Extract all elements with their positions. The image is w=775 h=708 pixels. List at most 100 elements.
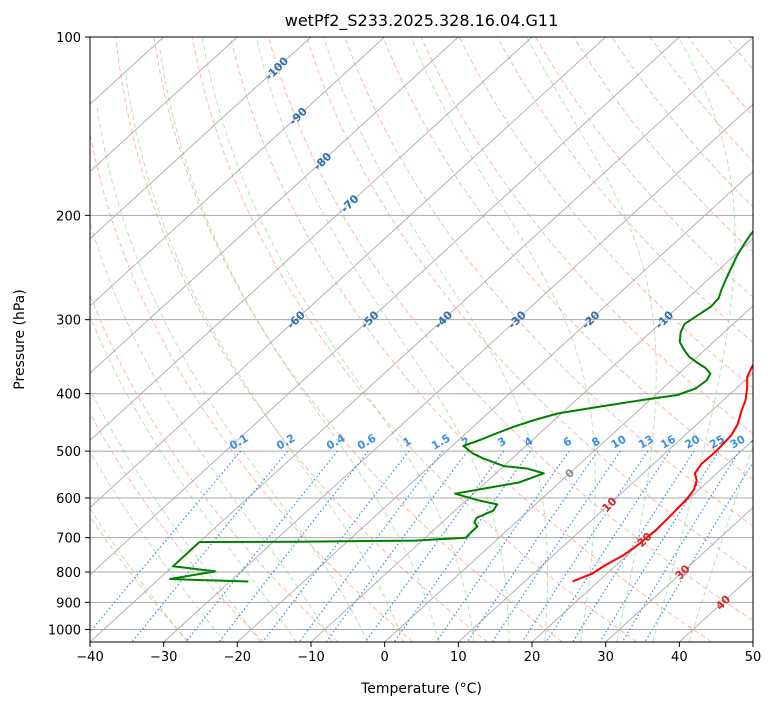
isotherm-line: [90, 37, 533, 442]
y-tick-label: 300: [56, 314, 81, 329]
mixing-ratio-line: [599, 450, 720, 642]
mixing-ratio-line: [298, 450, 444, 642]
dry-adiabat: [191, 37, 638, 642]
mixing-ratio-line: [262, 450, 410, 642]
moist-adiabat: [526, 37, 657, 642]
x-tick-label: 50: [745, 650, 762, 665]
x-tick-label: 0: [381, 650, 389, 665]
dewpoint-profile-line: [169, 229, 753, 583]
dry-adiabat: [420, 37, 753, 435]
mixing-ratio-line: [90, 450, 242, 633]
mixing-ratio-line: [364, 450, 505, 642]
plot-area: 0.1 0.2 0.4 0.6 1 1.5 2 3 4 6 8 10 13 16 20 25 30 36-100-…: [90, 37, 775, 642]
y-tick-label: 100: [56, 31, 81, 46]
y-axis-label: Pressure (hPa): [12, 289, 28, 389]
mixing-ratio-line: [466, 450, 599, 642]
dry-adiabat: [90, 515, 190, 642]
x-tick-label: 40: [671, 650, 688, 665]
x-tick-label: −20: [224, 650, 251, 665]
mixing-ratio-line: [521, 450, 649, 642]
temperature-profile-line: [572, 363, 753, 583]
isotherm-line: [90, 37, 607, 509]
x-tick-label: −10: [297, 650, 324, 665]
y-tick-label: 600: [56, 492, 81, 507]
moist-adiabat: [410, 37, 596, 642]
mixing-ratio-label: 0.2: [274, 432, 297, 453]
isotherm-line: [90, 37, 459, 374]
mixing-ratio-line: [393, 450, 531, 642]
isotherm-line: [752, 641, 753, 642]
y-tick-label: 700: [56, 532, 81, 547]
dry-adiabat: [573, 37, 753, 253]
dry-adiabat: [496, 37, 753, 344]
dry-adiabat: [344, 37, 753, 527]
dry-adiabat: [687, 37, 753, 117]
mixing-ratio-line: [218, 450, 369, 642]
y-tick-label: 200: [56, 209, 81, 224]
mixing-ratio-label: 36: [748, 432, 768, 451]
dry-adiabat: [726, 37, 753, 71]
y-tick-label: 1000: [48, 623, 81, 638]
moist-adiabat: [90, 220, 333, 642]
moist-adiabat: [201, 37, 475, 642]
isotherm-line: [384, 305, 753, 642]
dry-adiabat: [90, 131, 414, 642]
mixing-ratio-line: [435, 450, 570, 642]
mixing-ratio-label: 8: [589, 435, 602, 450]
mixing-ratio-label: 1.5: [429, 432, 452, 453]
dry-adiabat: [306, 37, 753, 574]
dry-adiabat: [229, 37, 712, 642]
dry-adiabat: [765, 37, 775, 642]
dry-adiabat: [90, 412, 264, 642]
dry-adiabat: [153, 37, 563, 642]
dry-adiabat: [115, 37, 488, 642]
isotherm-line: [163, 103, 753, 642]
y-tick-label: 500: [56, 445, 81, 460]
moist-adiabat: [90, 507, 188, 642]
isotherm-line: [90, 37, 238, 173]
moist-adiabat: [90, 314, 297, 642]
mixing-ratio-line: [644, 461, 753, 642]
y-tick-label: 400: [56, 388, 81, 403]
x-tick-label: −40: [76, 650, 103, 665]
isotherm-line: [605, 506, 753, 642]
moist-adiabat: [96, 104, 369, 642]
x-tick-label: −30: [150, 650, 177, 665]
x-tick-label: 20: [524, 650, 541, 665]
mixing-ratio-label: 1: [401, 435, 414, 450]
mixing-ratio-line: [325, 450, 468, 642]
mixing-ratio-line: [131, 450, 289, 642]
isotherm-line: [90, 37, 312, 240]
isotherm-line: [90, 37, 386, 307]
moist-adiabat: [90, 450, 225, 642]
mixing-ratio-label: 3: [495, 435, 508, 450]
isotherm-line: [90, 37, 680, 576]
axes: −40 −30 −20 −10 0 10 20 30 40 5010020030040050060…: [48, 31, 761, 665]
moist-adiabat: [652, 37, 736, 642]
dry-adiabat: [90, 293, 339, 642]
moist-adiabat: [255, 37, 510, 642]
dry-adiabat: [382, 37, 753, 481]
moist-adiabat: [688, 443, 753, 642]
y-tick-label: 800: [56, 566, 81, 581]
dry-adiabat: [535, 37, 753, 298]
x-tick-label: 30: [597, 650, 614, 665]
mixing-ratio-line: [572, 450, 695, 642]
x-tick-label: 10: [450, 650, 467, 665]
moist-adiabat: [159, 49, 439, 642]
chart-title: wetPf2_S233.2025.328.16.04.G11: [285, 11, 559, 31]
dry-adiabat: [611, 37, 753, 208]
x-axis-label: Temperature (°C): [360, 681, 482, 697]
mixing-ratio-label: 6: [561, 434, 574, 449]
dry-adiabat: [649, 37, 753, 163]
mixing-ratio-label: 0.4: [324, 431, 348, 452]
y-tick-label: 900: [56, 596, 81, 611]
mixing-ratio-label: 16: [658, 432, 678, 451]
mixing-ratio-line: [491, 450, 621, 642]
plot-frame: [89, 36, 754, 643]
mixing-ratio-line: [621, 450, 740, 642]
moist-adiabat: [90, 388, 261, 642]
moist-adiabat: [323, 37, 548, 642]
mixing-ratio-line: [185, 450, 339, 642]
